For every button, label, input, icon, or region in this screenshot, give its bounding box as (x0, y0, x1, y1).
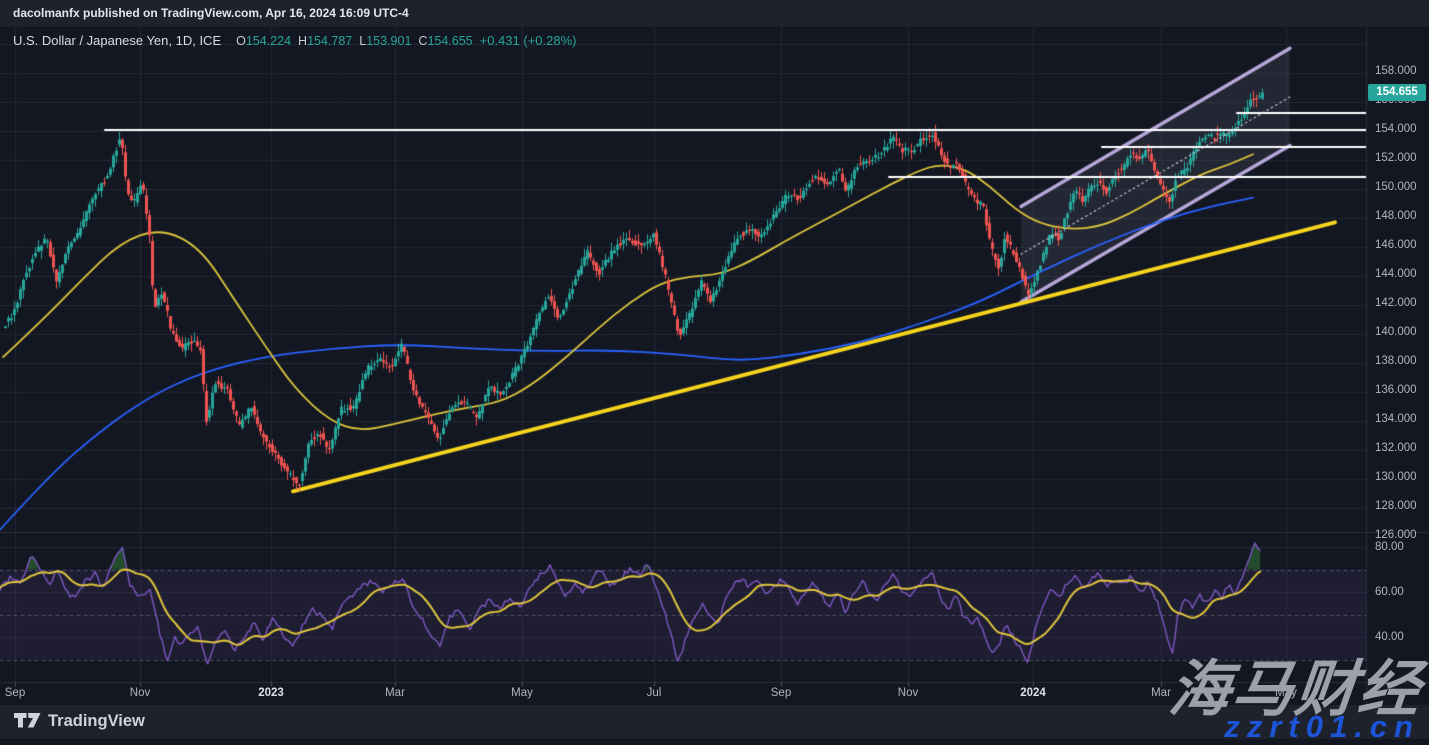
price-tick-label: 154.000 (1375, 123, 1417, 135)
price-tick-label: 142.000 (1375, 297, 1417, 309)
time-axis-label: May (511, 687, 533, 699)
ohlc-value: 153.901 (366, 34, 412, 48)
ohlc-letter: L (359, 34, 367, 48)
tradingview-logo-link[interactable]: TradingView (14, 712, 145, 731)
symbol-title[interactable]: U.S. Dollar / Japanese Yen, 1D, ICE (13, 33, 222, 48)
ohlc-letter: H (298, 34, 308, 48)
price-tick-label: 146.000 (1375, 239, 1417, 251)
footer-bar: TradingView (0, 705, 1429, 739)
price-tick-label: 134.000 (1375, 413, 1417, 425)
rsi-tick-label: 80.00 (1375, 541, 1404, 553)
time-axis-label: Nov (897, 687, 919, 699)
price-tick-label: 128.000 (1375, 500, 1417, 512)
time-axis-label: Sep (770, 687, 792, 699)
time-axis-label: Sep (4, 687, 26, 699)
price-tick-label: 152.000 (1375, 152, 1417, 164)
brand-name: TradingView (48, 712, 145, 730)
chart-area: U.S. Dollar / Japanese Yen, 1D, ICE O154.… (0, 27, 1429, 744)
price-tick-label: 130.000 (1375, 471, 1417, 483)
last-price-label: 154.655 (1368, 84, 1426, 101)
time-axis-label: Nov (129, 687, 151, 699)
ohlc-letter: C (418, 34, 428, 48)
symbol-legend: U.S. Dollar / Japanese Yen, 1D, ICE O154.… (13, 33, 576, 48)
price-tick-label: 138.000 (1375, 355, 1417, 367)
tradingview-mark-icon (14, 713, 41, 728)
rsi-tick-label: 60.00 (1375, 586, 1404, 598)
change-value: +0.431 (+0.28%) (479, 33, 577, 48)
price-tick-label: 150.000 (1375, 181, 1417, 193)
ohlc-value: 154.655 (427, 34, 473, 48)
publish-bar: dacolmanfx published on TradingView.com,… (0, 0, 1429, 27)
time-axis-label: Mar (1151, 687, 1171, 699)
price-tick-label: 148.000 (1375, 210, 1417, 222)
time-axis-label: Jul (646, 687, 662, 699)
ohlc-values: O154.224 H154.787 L153.901 C154.655 (229, 34, 473, 48)
price-tick-label: 140.000 (1375, 326, 1417, 338)
rsi-tick-label: 40.00 (1375, 631, 1404, 643)
price-tick-label: 126.000 (1375, 529, 1417, 541)
price-tick-label: 158.000 (1375, 65, 1417, 77)
price-tick-label: 136.000 (1375, 384, 1417, 396)
ohlc-value: 154.787 (307, 34, 353, 48)
watermark-url: zzrt01.cn (1224, 709, 1420, 744)
time-axis-label: May (1275, 687, 1297, 699)
ohlc-letter: O (236, 34, 246, 48)
chart-canvas[interactable] (0, 27, 1429, 705)
time-axis-label: 2024 (1020, 687, 1046, 699)
price-tick-label: 144.000 (1375, 268, 1417, 280)
ohlc-value: 154.224 (245, 34, 292, 48)
time-axis-label: Mar (385, 687, 405, 699)
time-axis-label: 2023 (258, 687, 284, 699)
price-tick-label: 132.000 (1375, 442, 1417, 454)
